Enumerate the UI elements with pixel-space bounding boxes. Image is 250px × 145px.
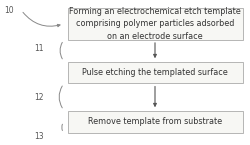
Text: 12: 12 xyxy=(34,93,43,102)
Text: 13: 13 xyxy=(34,132,43,141)
FancyBboxPatch shape xyxy=(68,62,242,83)
Text: Forming an electrochemical etch template
comprising polymer particles adsorbed
o: Forming an electrochemical etch template… xyxy=(69,7,241,41)
Text: 11: 11 xyxy=(34,44,43,53)
Text: Pulse etching the templated surface: Pulse etching the templated surface xyxy=(82,68,228,77)
FancyBboxPatch shape xyxy=(68,111,242,133)
Text: Remove template from substrate: Remove template from substrate xyxy=(88,117,222,126)
FancyBboxPatch shape xyxy=(68,8,242,40)
Text: 10: 10 xyxy=(4,6,14,15)
